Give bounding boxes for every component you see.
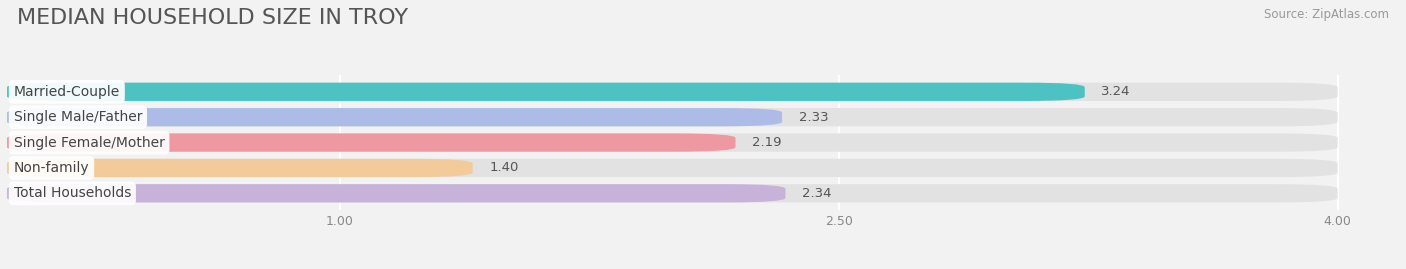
Text: Source: ZipAtlas.com: Source: ZipAtlas.com <box>1264 8 1389 21</box>
FancyBboxPatch shape <box>7 133 1337 152</box>
FancyBboxPatch shape <box>7 159 472 177</box>
Text: 3.24: 3.24 <box>1101 85 1130 98</box>
FancyBboxPatch shape <box>7 184 786 203</box>
Text: Single Female/Mother: Single Female/Mother <box>14 136 165 150</box>
FancyBboxPatch shape <box>7 83 1085 101</box>
Text: Total Households: Total Households <box>14 186 131 200</box>
Text: 1.40: 1.40 <box>489 161 519 175</box>
FancyBboxPatch shape <box>7 108 782 126</box>
Text: 2.33: 2.33 <box>799 111 828 124</box>
FancyBboxPatch shape <box>7 133 735 152</box>
Text: MEDIAN HOUSEHOLD SIZE IN TROY: MEDIAN HOUSEHOLD SIZE IN TROY <box>17 8 408 28</box>
Text: Single Male/Father: Single Male/Father <box>14 110 142 124</box>
Text: 2.19: 2.19 <box>752 136 782 149</box>
Text: 2.34: 2.34 <box>801 187 831 200</box>
FancyBboxPatch shape <box>7 108 1337 126</box>
FancyBboxPatch shape <box>7 83 1337 101</box>
Text: Non-family: Non-family <box>14 161 90 175</box>
FancyBboxPatch shape <box>7 184 1337 203</box>
FancyBboxPatch shape <box>7 159 1337 177</box>
Text: Married-Couple: Married-Couple <box>14 85 120 99</box>
